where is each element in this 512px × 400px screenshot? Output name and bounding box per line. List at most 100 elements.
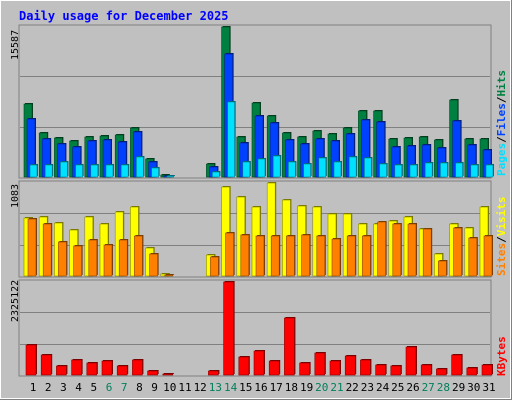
bar-pages: [136, 156, 144, 178]
bar-kbytes: [299, 362, 310, 376]
bar-sites: [377, 221, 386, 277]
bar-pages: [348, 156, 357, 178]
bar-kbytes: [329, 360, 341, 376]
y-max-label-visits: 1083: [10, 184, 21, 208]
bar-sites: [331, 238, 341, 277]
x-tick-label: 22: [346, 381, 359, 394]
bar-sites: [286, 235, 295, 277]
bar-sites: [301, 234, 310, 277]
bar-pages: [44, 164, 53, 178]
x-tick-label: 17: [270, 381, 283, 394]
x-tick-label: 7: [121, 381, 128, 394]
bar-pages: [105, 164, 114, 178]
bar-sites: [453, 227, 462, 277]
bar-kbytes-shadow: [163, 373, 174, 374]
bar-kbytes: [436, 368, 447, 376]
x-tick-label: 9: [151, 381, 158, 394]
x-tick-label: 11: [178, 381, 191, 394]
x-tick-label: 19: [300, 381, 313, 394]
x-tick-label: 5: [90, 381, 97, 394]
bar-sites: [362, 235, 371, 277]
x-tick-label: 14: [224, 381, 238, 394]
bar-kbytes: [162, 373, 174, 376]
bar-kbytes: [360, 359, 371, 376]
bar-sites: [255, 235, 265, 277]
x-tick-label: 16: [254, 381, 267, 394]
bar-pages: [212, 171, 220, 178]
bar-kbytes: [466, 367, 478, 376]
bar-kbytes: [481, 364, 493, 376]
bar-kbytes: [253, 350, 265, 376]
bar-pages: [151, 167, 159, 178]
bar-kbytes: [420, 364, 432, 376]
bar-sites: [103, 244, 113, 277]
bar-kbytes: [25, 344, 37, 376]
x-tick-label: 31: [482, 381, 495, 394]
legend-mid: Sites/Visits: [495, 197, 508, 277]
x-tick-label: 6: [106, 381, 113, 394]
bar-sites: [422, 228, 432, 277]
x-tick-label: 30: [467, 381, 480, 394]
bar-pages: [470, 164, 479, 178]
legend-top: Pages/Files/Hits: [495, 70, 508, 176]
x-tick-label: 28: [437, 381, 450, 394]
bar-sites: [164, 274, 174, 277]
x-tick-label: 18: [285, 381, 298, 394]
x-tick-label: 15: [239, 381, 252, 394]
x-tick-label: 3: [60, 381, 67, 394]
bar-sites: [210, 256, 219, 277]
legend-hits: Hits: [495, 70, 508, 97]
bar-sites: [407, 223, 417, 277]
bar-kbytes: [147, 370, 158, 376]
bar-pages: [257, 158, 266, 178]
bar-kbytes: [86, 362, 98, 376]
bar-pages: [440, 162, 448, 178]
bar-pages: [90, 164, 99, 178]
legend-sep-2: /: [495, 96, 508, 103]
legend-pages: Pages: [495, 143, 508, 176]
bar-pages: [75, 164, 83, 178]
legend-sep-3: /: [495, 236, 508, 243]
bar-pages-shadow: [167, 175, 175, 176]
y-max-label-kbytes: 2325122: [10, 280, 21, 322]
bar-sites: [134, 235, 143, 277]
bar-kbytes: [116, 365, 128, 376]
bar-kbytes: [284, 317, 295, 376]
bar-kbytes: [101, 360, 113, 376]
x-tick-label: 21: [330, 381, 343, 394]
bar-kbytes: [314, 352, 326, 376]
bar-pages: [333, 161, 342, 178]
bar-kbytes: [56, 365, 67, 376]
bar-pages: [409, 164, 418, 178]
bar-sites: [118, 239, 128, 277]
bar-sites: [468, 237, 478, 277]
bar-pages: [166, 175, 175, 178]
bar-kbytes: [451, 354, 462, 376]
bar-sites: [225, 232, 234, 277]
x-tick-label: 8: [136, 381, 143, 394]
bar-sites: [346, 235, 356, 277]
bar-pages: [485, 164, 494, 178]
bar-sites: [42, 223, 52, 277]
bar-kbytes: [40, 354, 52, 376]
bar-sites: [483, 235, 493, 277]
legend-kbytes: KBytes: [495, 336, 508, 376]
x-tick-label: 10: [163, 381, 176, 394]
bar-pages: [455, 162, 463, 178]
bar-sites: [316, 235, 326, 277]
bar-pages: [318, 157, 327, 178]
bar-kbytes: [208, 370, 219, 376]
bar-sites: [27, 218, 37, 277]
bar-sites: [240, 234, 250, 277]
x-tick-label: 25: [391, 381, 404, 394]
bar-sites: [392, 223, 402, 277]
bar-pages: [227, 101, 235, 178]
x-tick-label: 23: [361, 381, 374, 394]
x-tick-label: 2: [45, 381, 52, 394]
legend-files: Files: [495, 103, 508, 136]
bar-pages: [394, 164, 403, 178]
legend-sep-1: /: [495, 136, 508, 143]
bar-pages: [364, 157, 372, 178]
bar-kbytes: [71, 359, 82, 376]
legend-sites: Sites: [495, 243, 508, 276]
